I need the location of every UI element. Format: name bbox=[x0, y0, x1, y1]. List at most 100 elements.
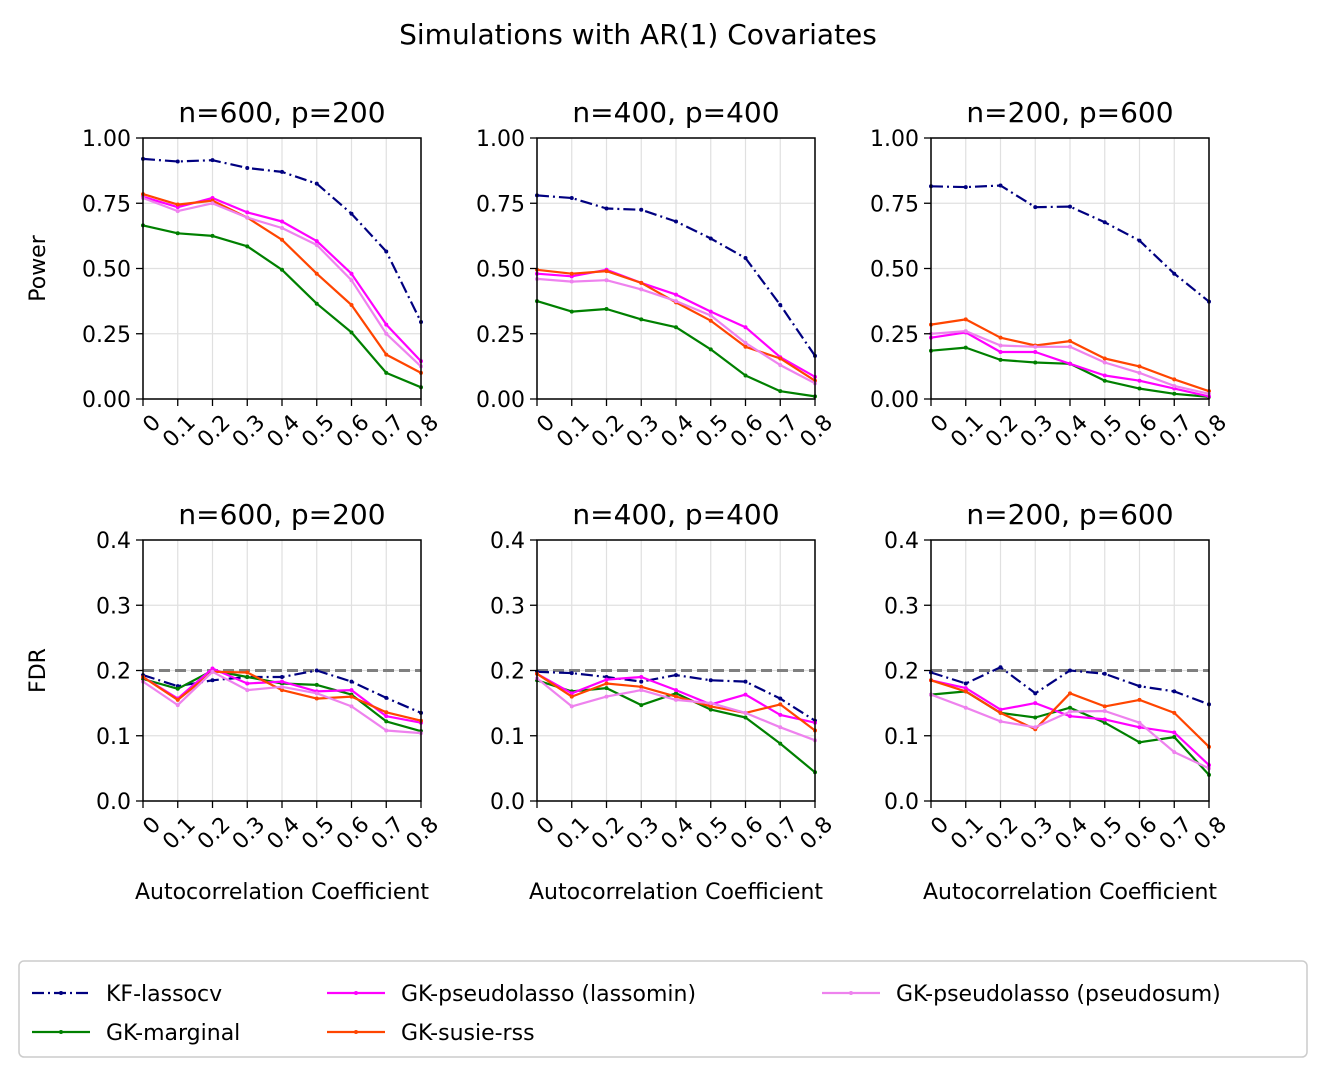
y-tick-label: 0.2 bbox=[96, 660, 131, 685]
x-tick-label: 0.8 bbox=[1190, 812, 1232, 854]
y-tick-label: 0.4 bbox=[490, 529, 525, 554]
y-tick-label: 0.50 bbox=[476, 258, 525, 283]
data-point-gk-pseudolasso-lassomin bbox=[708, 309, 713, 314]
data-point-gk-susie-rss bbox=[743, 344, 748, 349]
y-tick-label: 0.1 bbox=[96, 725, 131, 750]
data-point-gk-susie-rss bbox=[280, 688, 284, 693]
data-point-kf-lassocv bbox=[1068, 668, 1072, 673]
x-tick-label: 0.4 bbox=[1051, 812, 1093, 854]
y-tick-label: 0.0 bbox=[490, 790, 525, 815]
data-point-gk-susie-rss bbox=[280, 237, 284, 242]
data-point-gk-susie-rss bbox=[175, 697, 180, 702]
data-point-kf-lassocv bbox=[210, 158, 215, 163]
data-point-gk-pseudolasso-pseudosum bbox=[569, 704, 574, 709]
x-tick-label: 0.7 bbox=[761, 410, 803, 452]
data-point-gk-marginal bbox=[245, 675, 250, 680]
x-tick-label: 0.5 bbox=[691, 410, 733, 452]
data-point-gk-pseudolasso-pseudosum bbox=[1033, 344, 1038, 349]
data-point-gk-marginal bbox=[639, 317, 644, 322]
data-point-gk-marginal bbox=[743, 373, 748, 378]
data-point-kf-lassocv bbox=[604, 206, 609, 211]
y-tick-label: 0.00 bbox=[476, 388, 525, 413]
data-point-gk-susie-rss bbox=[314, 696, 319, 701]
x-tick-label: 0.2 bbox=[981, 812, 1023, 854]
data-point-gk-pseudolasso-pseudosum bbox=[210, 201, 215, 206]
x-axis-label: Autocorrelation Coefficient bbox=[135, 880, 429, 905]
data-point-gk-susie-rss bbox=[963, 317, 968, 322]
x-tick-label: 0.1 bbox=[158, 410, 200, 452]
x-tick-label: 0.2 bbox=[981, 410, 1023, 452]
data-point-gk-pseudolasso-pseudosum bbox=[349, 704, 354, 709]
y-tick-label: 0.2 bbox=[884, 660, 919, 685]
data-point-kf-lassocv bbox=[314, 181, 319, 186]
data-point-gk-pseudolasso-pseudosum bbox=[743, 710, 748, 715]
data-point-gk-pseudolasso-pseudosum bbox=[314, 243, 319, 248]
data-point-gk-pseudolasso-lassomin bbox=[743, 325, 748, 330]
panel-title: n=400, p=400 bbox=[572, 96, 779, 129]
data-point-gk-pseudolasso-pseudosum bbox=[280, 226, 284, 231]
y-tick-label: 0.1 bbox=[490, 725, 525, 750]
series-line-kf-lassocv bbox=[930, 184, 1210, 303]
y-tick-label: 0.75 bbox=[476, 192, 525, 217]
x-tick-label: 0.7 bbox=[1155, 410, 1197, 452]
data-point-gk-pseudolasso-pseudosum bbox=[674, 697, 678, 702]
x-tick-label: 0.1 bbox=[946, 812, 988, 854]
data-point-gk-susie-rss bbox=[1068, 691, 1072, 696]
y-tick-label: 0.75 bbox=[82, 192, 131, 217]
data-point-kf-lassocv bbox=[569, 671, 574, 676]
y-tick-label: 0.25 bbox=[476, 323, 525, 348]
data-point-kf-lassocv bbox=[245, 166, 250, 171]
data-point-gk-pseudolasso-lassomin bbox=[743, 692, 748, 697]
data-point-gk-marginal bbox=[1033, 715, 1038, 720]
y-tick-label: 0.00 bbox=[870, 388, 919, 413]
data-point-gk-susie-rss bbox=[175, 202, 180, 207]
data-point-gk-susie-rss bbox=[384, 710, 389, 715]
y-tick-label: 0.75 bbox=[870, 192, 919, 217]
data-point-gk-marginal bbox=[604, 686, 609, 691]
data-point-gk-marginal bbox=[175, 231, 180, 236]
data-point-gk-susie-rss bbox=[245, 670, 250, 675]
x-tick-label: 0.3 bbox=[622, 812, 664, 854]
y-tick-label: 0.0 bbox=[96, 790, 131, 815]
data-point-gk-pseudolasso-lassomin bbox=[639, 675, 644, 680]
legend-label-kf-lassocv: KF-lassocv bbox=[106, 982, 222, 1007]
data-point-kf-lassocv bbox=[963, 185, 968, 190]
legend-marker-kf-lassocv bbox=[59, 991, 63, 995]
data-point-gk-pseudolasso-pseudosum bbox=[384, 728, 389, 733]
panel-title: n=400, p=400 bbox=[572, 498, 779, 531]
data-point-gk-marginal bbox=[1172, 391, 1177, 396]
y-tick-label: 0.4 bbox=[884, 529, 919, 554]
data-point-kf-lassocv bbox=[778, 303, 783, 308]
chart-panels: 0.000.250.500.751.0000.10.20.30.40.50.60… bbox=[26, 96, 1232, 905]
data-point-gk-marginal bbox=[1068, 705, 1072, 710]
x-tick-label: 0.3 bbox=[1016, 410, 1058, 452]
legend-label-gk-marginal: GK-marginal bbox=[106, 1021, 240, 1046]
data-point-gk-marginal bbox=[569, 309, 574, 314]
y-tick-label: 0.4 bbox=[96, 529, 131, 554]
panel-fdr-400-400: 0.00.10.20.30.400.10.20.30.40.50.60.70.8… bbox=[490, 498, 838, 905]
figure-title: Simulations with AR(1) Covariates bbox=[399, 18, 877, 51]
data-point-kf-lassocv bbox=[998, 665, 1003, 670]
data-point-gk-pseudolasso-pseudosum bbox=[778, 363, 783, 368]
data-point-kf-lassocv bbox=[210, 678, 215, 683]
data-point-gk-marginal bbox=[175, 686, 180, 691]
data-point-gk-pseudolasso-lassomin bbox=[245, 210, 250, 215]
data-point-gk-pseudolasso-lassomin bbox=[778, 712, 783, 717]
data-point-gk-pseudolasso-lassomin bbox=[245, 681, 250, 686]
data-point-gk-pseudolasso-lassomin bbox=[998, 707, 1003, 712]
data-point-gk-pseudolasso-lassomin bbox=[280, 219, 284, 224]
legend-marker-gk-susie-rss bbox=[354, 1030, 358, 1034]
data-point-gk-susie-rss bbox=[569, 694, 574, 699]
data-point-kf-lassocv bbox=[708, 236, 713, 241]
data-point-kf-lassocv bbox=[1137, 238, 1142, 243]
data-point-kf-lassocv bbox=[569, 196, 574, 201]
data-point-kf-lassocv bbox=[639, 679, 644, 684]
x-tick-label: 0.2 bbox=[193, 410, 235, 452]
x-tick-label: 0.6 bbox=[332, 410, 374, 452]
data-point-gk-pseudolasso-pseudosum bbox=[245, 215, 250, 220]
data-point-gk-pseudolasso-pseudosum bbox=[1068, 344, 1072, 349]
data-point-kf-lassocv bbox=[280, 169, 284, 174]
data-point-gk-marginal bbox=[674, 325, 678, 330]
x-tick-label: 0.6 bbox=[726, 410, 768, 452]
